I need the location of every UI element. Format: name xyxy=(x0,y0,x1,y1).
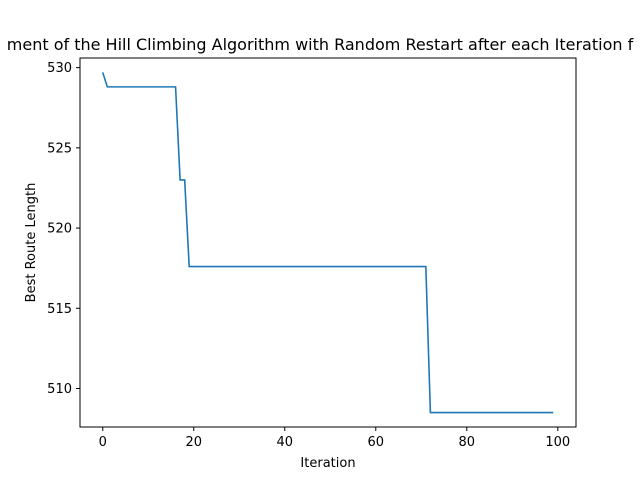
y-tick-label: 510 xyxy=(47,382,72,397)
series-line-0 xyxy=(101,72,554,414)
y-axis: 510 515 520 525 530 xyxy=(47,61,80,397)
x-tick-label: 0 xyxy=(99,435,107,450)
chart-title: ment of the Hill Climbing Algorithm with… xyxy=(7,35,634,54)
x-tick-label: 20 xyxy=(185,435,202,450)
y-tick-label: 530 xyxy=(47,61,72,76)
x-axis: 0 20 40 60 80 100 xyxy=(99,427,570,450)
y-tick-label: 525 xyxy=(47,141,72,156)
x-tick-label: 40 xyxy=(276,435,293,450)
x-tick-label: 60 xyxy=(368,435,385,450)
x-tick-label: 80 xyxy=(459,435,476,450)
x-tick-label: 100 xyxy=(545,435,570,450)
plot-frame xyxy=(79,57,577,428)
y-axis-label: Best Route Length xyxy=(24,183,39,303)
y-tick-label: 520 xyxy=(47,222,72,237)
y-tick-label: 515 xyxy=(47,302,72,317)
x-axis-label: Iteration xyxy=(300,456,355,471)
